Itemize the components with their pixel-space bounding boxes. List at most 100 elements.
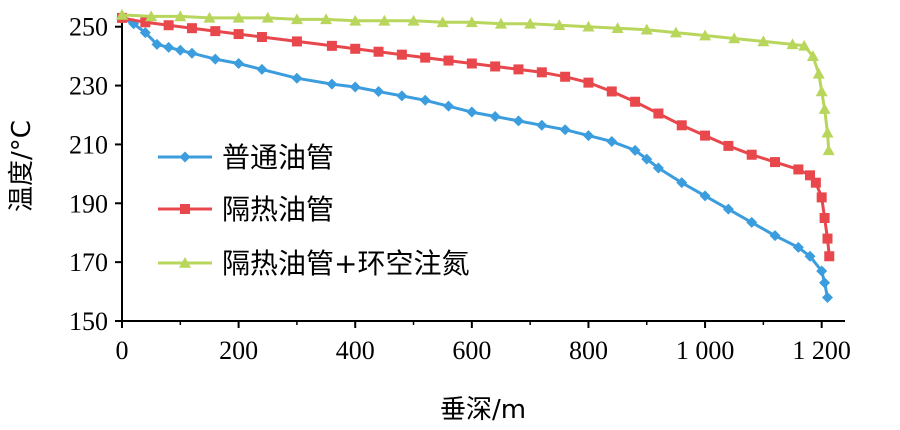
data-point [821, 126, 834, 138]
data-point [699, 190, 711, 202]
legend-item-2: 隔热油管 [158, 193, 334, 226]
data-point [818, 103, 831, 114]
data-point [396, 90, 408, 102]
data-point [630, 96, 641, 107]
data-point [559, 124, 571, 136]
data-point [443, 100, 455, 112]
y-axis-label: 温度/°C [7, 120, 37, 212]
data-point [822, 144, 835, 156]
legend-marker [180, 204, 190, 214]
data-point [291, 72, 303, 84]
data-point [553, 19, 566, 31]
data-point [536, 119, 548, 131]
series-line [121, 13, 831, 151]
data-point [256, 32, 267, 43]
data-point [792, 241, 804, 253]
data-point [489, 110, 501, 122]
data-point [806, 50, 819, 61]
data-point [629, 144, 641, 156]
y-tick-label: 210 [69, 130, 108, 159]
data-point [810, 177, 821, 188]
data-point [443, 55, 454, 66]
data-point [669, 26, 682, 38]
legend-label: 隔热油管 [222, 193, 334, 226]
data-point [151, 38, 163, 50]
data-point [746, 149, 757, 160]
data-point [261, 11, 274, 23]
data-point [350, 43, 361, 54]
series-3 [116, 8, 835, 156]
data-point [606, 135, 618, 147]
data-point [676, 120, 687, 131]
data-point [419, 94, 431, 106]
data-point [606, 86, 617, 97]
data-point [757, 35, 770, 47]
data-point [420, 52, 431, 63]
data-point [513, 64, 524, 75]
legend-marker [179, 151, 191, 163]
data-point [728, 32, 741, 44]
data-point [804, 250, 816, 262]
series-layer [116, 8, 835, 303]
x-axis-label: 垂深/m [440, 395, 526, 425]
data-point [326, 78, 338, 90]
data-point [232, 11, 245, 23]
data-point [494, 17, 507, 29]
data-point [174, 44, 186, 56]
data-point [723, 140, 734, 151]
data-point [812, 67, 825, 79]
data-point [349, 81, 361, 93]
data-point [640, 23, 653, 35]
data-point [722, 203, 734, 215]
data-point [203, 11, 216, 23]
data-point [163, 41, 175, 53]
legend-label: 隔热油管+环空注氮 [222, 247, 469, 280]
legend-label: 普通油管 [222, 141, 334, 174]
data-point [210, 26, 221, 37]
data-point [816, 192, 827, 203]
data-point [139, 27, 151, 39]
x-tick-label: 800 [569, 336, 608, 365]
data-point [793, 164, 804, 175]
data-point [378, 14, 391, 26]
data-point [116, 8, 128, 20]
data-point [582, 20, 595, 32]
data-point [512, 115, 524, 127]
data-point [822, 233, 833, 244]
data-point [256, 63, 268, 75]
data-point [466, 58, 477, 69]
data-point [524, 17, 537, 29]
x-tick-label: 200 [219, 336, 258, 365]
data-point [653, 108, 664, 119]
data-point [583, 77, 594, 88]
data-point [233, 29, 244, 40]
legend-item-1: 普通油管 [158, 141, 334, 174]
data-point [582, 130, 594, 142]
ticks: 0 200 400 600 800 1 000 1 200 150 170 190 210 230 25… [69, 13, 851, 365]
data-point [320, 13, 333, 25]
data-point [466, 106, 478, 118]
data-point [396, 49, 407, 60]
data-point [816, 265, 828, 277]
legend-marker [179, 257, 191, 268]
x-tick-label: 600 [452, 336, 491, 365]
data-point [436, 16, 449, 28]
data-point [326, 40, 337, 51]
data-point [746, 216, 758, 228]
data-point [822, 291, 834, 303]
legend-item-3: 隔热油管+环空注氮 [158, 247, 469, 280]
data-point [407, 14, 420, 26]
x-tick-label: 1 200 [792, 336, 851, 365]
axes [121, 12, 845, 322]
data-point [373, 85, 385, 97]
data-point [465, 16, 478, 28]
data-point [819, 277, 831, 289]
data-point [641, 153, 653, 165]
data-point [560, 71, 571, 82]
data-point [798, 39, 811, 51]
data-point [786, 38, 799, 50]
data-point [233, 58, 245, 69]
data-point [490, 61, 501, 72]
